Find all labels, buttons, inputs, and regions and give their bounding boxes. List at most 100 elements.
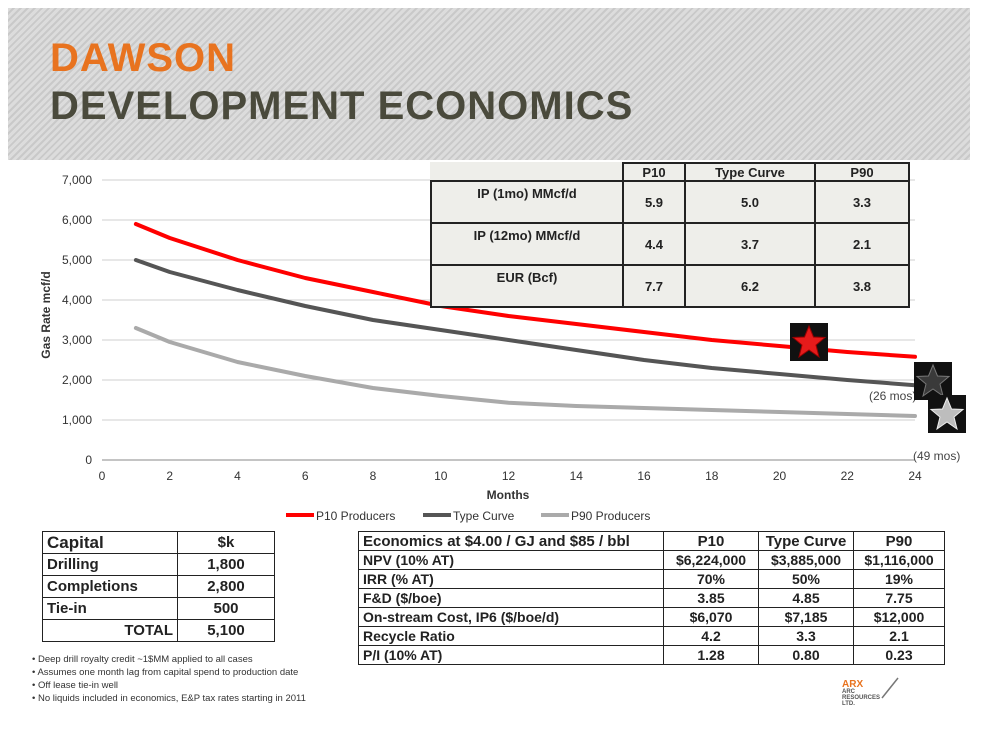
series-line-1 (133, 258, 917, 388)
kpi-cell: 5.9 (622, 180, 686, 224)
x-tick-label: 24 (908, 469, 922, 483)
economics-header: Economics at $4.00 / GJ and $85 / bbl (358, 531, 664, 551)
series-line-2 (133, 326, 917, 418)
kpi-row-label: IP (1mo) MMcf/d (430, 180, 624, 224)
economics-cell: 3.3 (758, 626, 854, 646)
footnote: • Deep drill royalty credit ~1$MM applie… (32, 654, 253, 665)
kpi-cell: 3.3 (814, 180, 910, 224)
kpi-cell: 2.1 (814, 222, 910, 266)
table-row: P/I (10% AT) 1.28 0.80 0.23 (358, 645, 945, 665)
y-tick-label: 3,000 (62, 333, 92, 347)
kpi-header-type-curve: Type Curve (684, 162, 816, 182)
page-title-dawson: DAWSON (50, 36, 236, 80)
x-tick-label: 2 (166, 469, 173, 483)
y-tick-label: 1,000 (62, 413, 92, 427)
economics-cell: $3,885,000 (758, 550, 854, 570)
economics-table: Economics at $4.00 / GJ and $85 / bbl P1… (358, 531, 945, 665)
capital-total-label: TOTAL (42, 619, 178, 642)
capital-value: 1,800 (177, 553, 275, 576)
logo-line-arx: ARX (842, 679, 864, 690)
capital-item: Tie-in (42, 597, 178, 620)
dark-star-icon (914, 362, 952, 400)
economics-label: IRR (% AT) (358, 569, 664, 589)
chart-legend: P10 Producers Type Curve P90 Producers (286, 509, 650, 523)
logo-line-resources: RESOURCES (842, 695, 881, 701)
logo-slash-icon (881, 677, 899, 699)
x-axis-label: Months (487, 488, 530, 502)
x-tick-label: 4 (234, 469, 241, 483)
economics-cell: 2.1 (853, 626, 945, 646)
economics-cell: $1,116,000 (853, 550, 945, 570)
x-tick-label: 0 (99, 469, 106, 483)
x-tick-labels: 0 2 4 6 8 10 12 14 16 18 20 22 24 (99, 469, 922, 483)
economics-cell: $6,070 (663, 607, 759, 627)
table-row: NPV (10% AT) $6,224,000 $3,885,000 $1,11… (358, 550, 945, 570)
legend-label: P10 Producers (316, 509, 395, 523)
capital-header: Capital (42, 531, 178, 554)
y-tick-label: 6,000 (62, 213, 92, 227)
x-tick-label: 18 (705, 469, 719, 483)
y-tick-label: 0 (85, 453, 92, 467)
y-axis-label: Gas Rate mcf/d (39, 271, 53, 358)
capital-header-units: $k (177, 531, 275, 554)
kpi-row-label: EUR (Bcf) (430, 264, 624, 308)
x-tick-label: 10 (434, 469, 448, 483)
kpi-cell: 6.2 (684, 264, 816, 308)
economics-label: P/I (10% AT) (358, 645, 664, 665)
x-tick-label: 12 (502, 469, 516, 483)
kpi-header-p10: P10 (622, 162, 686, 182)
economics-label: NPV (10% AT) (358, 550, 664, 570)
logo-line-arc: ARC (842, 689, 855, 695)
kpi-header-row: P10 Type Curve P90 (431, 162, 910, 182)
table-row: Recycle Ratio 4.2 3.3 2.1 (358, 626, 945, 646)
kpi-cell: 3.7 (684, 222, 816, 266)
economics-cell: 50% (758, 569, 854, 589)
kpi-header-p90: P90 (814, 162, 910, 182)
table-row: Tie-in 500 (42, 597, 275, 620)
table-row: On-stream Cost, IP6 ($/boe/d) $6,070 $7,… (358, 607, 945, 627)
economics-cell: $12,000 (853, 607, 945, 627)
economics-cell: 7.75 (853, 588, 945, 608)
kpi-cell: 7.7 (622, 264, 686, 308)
capital-item: Completions (42, 575, 178, 598)
table-row: Completions 2,800 (42, 575, 275, 598)
table-row: IRR (% AT) 70% 50% 19% (358, 569, 945, 589)
table-row: EUR (Bcf) 7.7 6.2 3.8 (430, 264, 910, 308)
legend-label: Type Curve (453, 509, 515, 523)
legend-label: P90 Producers (571, 509, 650, 523)
economics-cell: 70% (663, 569, 759, 589)
table-row: Capital $k (42, 531, 275, 554)
silver-star-icon (928, 395, 966, 433)
table-row: Economics at $4.00 / GJ and $85 / bbl P1… (358, 531, 945, 551)
economics-cell: 19% (853, 569, 945, 589)
x-tick-label: 6 (302, 469, 309, 483)
footnote: • Assumes one month lag from capital spe… (32, 667, 299, 678)
x-tick-label: 16 (637, 469, 651, 483)
arc-resources-logo: ARX ARC RESOURCES LTD. (842, 677, 899, 707)
economics-label: F&D ($/boe) (358, 588, 664, 608)
kpi-header-blank (431, 163, 624, 182)
y-tick-label: 7,000 (62, 173, 92, 187)
table-row: IP (1mo) MMcf/d 5.9 5.0 3.3 (430, 180, 910, 224)
table-row: F&D ($/boe) 3.85 4.85 7.75 (358, 588, 945, 608)
x-tick-label: 8 (370, 469, 377, 483)
kpi-table: P10 Type Curve P90 IP (1mo) MMcf/d 5.9 5… (430, 162, 910, 308)
capital-item: Drilling (42, 553, 178, 576)
x-tick-label: 22 (841, 469, 855, 483)
y-tick-labels: 0 1,000 2,000 3,000 4,000 5,000 6,000 7,000 (62, 173, 92, 467)
economics-cell: 4.85 (758, 588, 854, 608)
series-lines (133, 222, 917, 418)
footnote: • No liquids included in economics, E&P … (32, 693, 306, 704)
y-tick-label: 5,000 (62, 253, 92, 267)
capital-value: 500 (177, 597, 275, 620)
table-row: TOTAL 5,100 (42, 619, 275, 642)
table-row: IP (12mo) MMcf/d 4.4 3.7 2.1 (430, 222, 910, 266)
economics-cell: 1.28 (663, 645, 759, 665)
title-banner (8, 8, 970, 160)
annotation-26-mos: (26 mos) (869, 389, 916, 403)
table-row: Drilling 1,800 (42, 553, 275, 576)
kpi-row-label: IP (12mo) MMcf/d (430, 222, 624, 266)
economics-header-type-curve: Type Curve (758, 531, 854, 551)
economics-label: Recycle Ratio (358, 626, 664, 646)
